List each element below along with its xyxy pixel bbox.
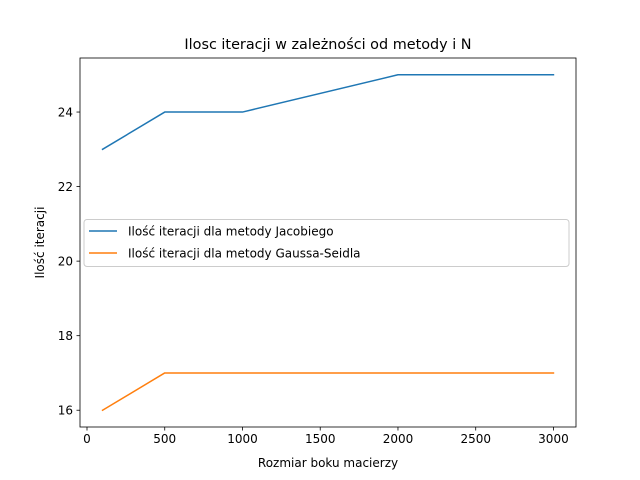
- y-axis-ticks: 16 18 20 22 24: [58, 106, 80, 418]
- plot-frame: [79, 57, 577, 428]
- series-lines: [101, 74, 555, 412]
- x-axis-ticks: 0 500 1000 1500 2000 2500 3000: [83, 427, 569, 446]
- y-tick-label: 22: [58, 180, 73, 194]
- legend-label-gauss-seidel: Ilość iteracji dla metody Gaussa-Seidla: [128, 247, 361, 261]
- y-tick-label: 24: [58, 106, 73, 120]
- legend-box: [83, 219, 570, 267]
- legend-label-jacobi: Ilość iteracji dla metody Jacobiego: [128, 225, 334, 239]
- y-tick-label: 16: [58, 404, 73, 418]
- chart-title: Ilosc iteracji w zależności od metody i …: [184, 37, 471, 53]
- x-tick-label: 500: [153, 432, 176, 446]
- x-axis-label: Rozmiar boku macierzy: [258, 456, 398, 470]
- x-tick-label: 2500: [460, 432, 491, 446]
- series-line-gauss-seidel: [101, 372, 555, 412]
- series-line-jacobi: [101, 74, 555, 151]
- x-tick-label: 0: [83, 432, 91, 446]
- x-tick-label: 1500: [305, 432, 336, 446]
- y-tick-label: 20: [58, 255, 73, 269]
- y-axis-label: Ilość iteracji: [33, 207, 47, 279]
- x-tick-label: 1000: [227, 432, 258, 446]
- x-tick-label: 3000: [538, 432, 569, 446]
- legend: Ilość iteracji dla metody Jacobiego Iloś…: [83, 219, 570, 267]
- y-tick-label: 18: [58, 329, 73, 343]
- x-tick-label: 2000: [383, 432, 414, 446]
